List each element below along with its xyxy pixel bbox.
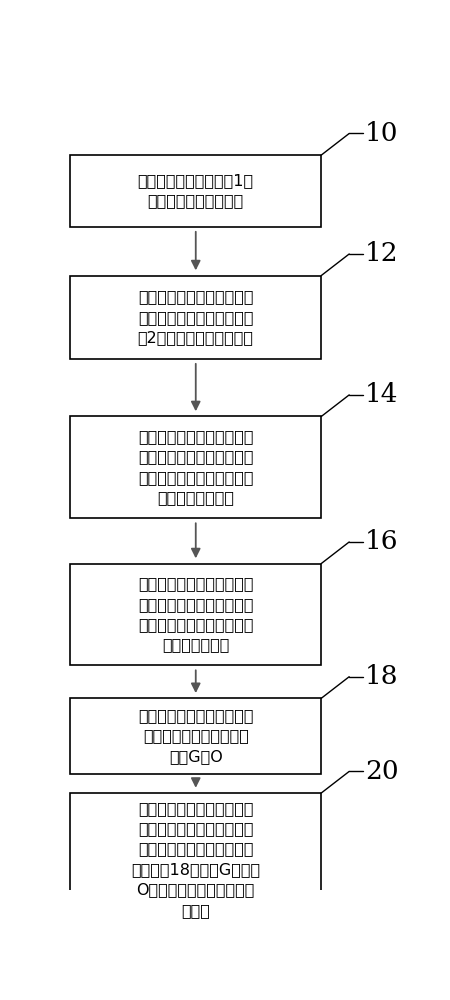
Bar (70, 793, 321, 925)
Bar (70, 276, 321, 359)
Text: 10: 10 (365, 121, 398, 146)
Text: 18: 18 (365, 664, 398, 689)
Text: 调整探测器的位置，使得太
赫兹辐射光源中心聚焦到区
域2，获取第二帧图像数据: 调整探测器的位置，使得太 赫兹辐射光源中心聚焦到区 域2，获取第二帧图像数据 (138, 289, 254, 345)
Text: 20: 20 (365, 759, 399, 784)
Bar (70, 564, 321, 665)
Text: 12: 12 (365, 241, 399, 266)
Bar (70, 698, 321, 774)
Text: 对目标物体进行太赫兹成像
时，采集太赫兹探测器整个
面阵上的图像数据，并利用
上述步骤18求得的G参数和
O参数进行两点标定算法预
处理。: 对目标物体进行太赫兹成像 时，采集太赫兹探测器整个 面阵上的图像数据，并利用 上… (131, 801, 260, 918)
Text: 根据两次辐射功率不同时记
录的数据计算出两点标定
参数G和O: 根据两次辐射功率不同时记 录的数据计算出两点标定 参数G和O (138, 708, 253, 764)
Bar (70, 416, 321, 518)
Text: 改变太赫兹辐射功率，重复
上述步骤，使得太赫兹光源
分别聚焦在九个区域，获取
每一帧图像数据: 改变太赫兹辐射功率，重复 上述步骤，使得太赫兹光源 分别聚焦在九个区域，获取 每… (138, 576, 253, 652)
Bar (70, 155, 321, 227)
Text: 太赫兹光源聚焦到区域1时
，获取第一帧图像数据: 太赫兹光源聚焦到区域1时 ，获取第一帧图像数据 (138, 173, 254, 209)
Text: 多次调整探测器的位置，使
得太赫兹辐射光源分别聚焦
到九个区域，并在每个区域
获取一帧图像数据: 多次调整探测器的位置，使 得太赫兹辐射光源分别聚焦 到九个区域，并在每个区域 获… (138, 429, 253, 505)
Text: 16: 16 (365, 529, 398, 554)
Text: 14: 14 (365, 382, 398, 407)
